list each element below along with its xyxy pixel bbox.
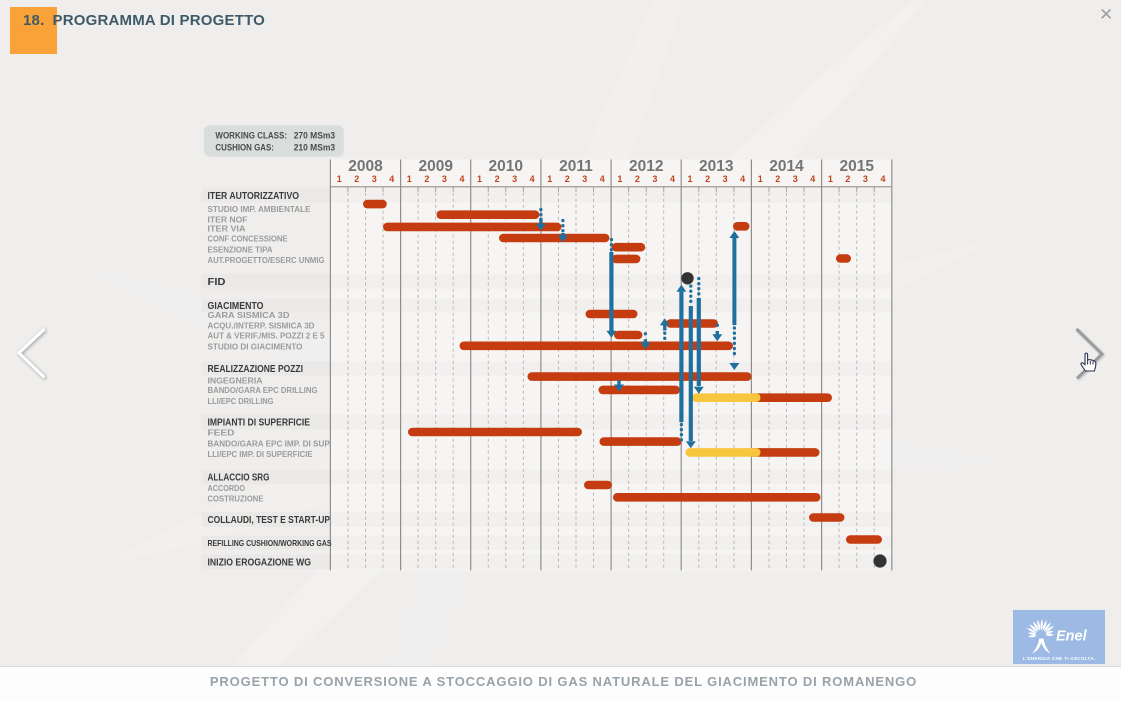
svg-text:FID: FID: [208, 277, 226, 288]
svg-text:2011: 2011: [559, 158, 593, 175]
svg-text:2009: 2009: [418, 158, 453, 175]
svg-text:4: 4: [880, 174, 885, 184]
svg-text:ESENZIONE TIPA: ESENZIONE TIPA: [208, 245, 274, 255]
svg-text:3: 3: [652, 174, 657, 184]
svg-text:2: 2: [775, 174, 780, 184]
svg-text:3: 3: [372, 174, 377, 184]
svg-text:WORKING CLASS:: WORKING CLASS:: [215, 131, 287, 141]
svg-text:1: 1: [617, 174, 622, 184]
svg-text:ACCORDO: ACCORDO: [208, 483, 246, 493]
svg-text:2008: 2008: [348, 158, 383, 175]
svg-text:2: 2: [565, 174, 570, 184]
svg-text:1: 1: [758, 174, 763, 184]
svg-text:3: 3: [512, 174, 517, 184]
svg-text:REFILLING CUSHION/WORKING GAS: REFILLING CUSHION/WORKING GAS: [208, 539, 332, 548]
svg-text:3: 3: [723, 174, 728, 184]
svg-text:1: 1: [337, 174, 342, 184]
svg-text:2: 2: [424, 174, 429, 184]
svg-text:CUSHION GAS:: CUSHION GAS:: [215, 143, 274, 153]
svg-text:2: 2: [705, 174, 710, 184]
svg-text:GARA SISMICA 3D: GARA SISMICA 3D: [208, 310, 290, 320]
svg-text:2012: 2012: [629, 158, 663, 175]
svg-text:2: 2: [495, 174, 500, 184]
svg-text:BANDO/GARA EPC DRILLING: BANDO/GARA EPC DRILLING: [208, 385, 318, 395]
svg-text:STUDIO DI GIACIMENTO: STUDIO DI GIACIMENTO: [208, 342, 303, 352]
svg-text:4: 4: [530, 174, 535, 184]
svg-text:ITER NOF: ITER NOF: [208, 214, 248, 224]
svg-text:CONF CONCESSIONE: CONF CONCESSIONE: [208, 234, 288, 244]
svg-text:1: 1: [547, 174, 552, 184]
svg-text:ACQU./INTERP. SISMICA 3D: ACQU./INTERP. SISMICA 3D: [208, 320, 315, 330]
svg-text:AUT & VERIF./MIS. POZZI 2 E 5: AUT & VERIF./MIS. POZZI 2 E 5: [208, 331, 325, 341]
svg-text:2: 2: [845, 174, 850, 184]
svg-text:4: 4: [740, 174, 745, 184]
svg-text:2015: 2015: [839, 158, 874, 175]
svg-text:REALIZZAZIONE POZZI: REALIZZAZIONE POZZI: [208, 364, 304, 375]
svg-text:3: 3: [863, 174, 868, 184]
svg-text:210 MSm3: 210 MSm3: [294, 143, 336, 153]
svg-text:L'ENERGIA CHE TI ASCOLTA.: L'ENERGIA CHE TI ASCOLTA.: [1023, 656, 1095, 661]
svg-text:INIZIO EROGAZIONE WG: INIZIO EROGAZIONE WG: [208, 557, 312, 568]
svg-text:270 MSm3: 270 MSm3: [294, 131, 336, 141]
svg-text:LLI/EPC DRILLING: LLI/EPC DRILLING: [208, 396, 274, 406]
svg-text:2: 2: [354, 174, 359, 184]
svg-text:ITER VIA: ITER VIA: [208, 224, 247, 234]
svg-text:3: 3: [793, 174, 798, 184]
svg-text:GIACIMENTO: GIACIMENTO: [208, 301, 264, 312]
svg-text:IMPIANTI DI SUPERFICIE: IMPIANTI DI SUPERFICIE: [208, 418, 311, 429]
svg-text:ALLACCIO SRG: ALLACCIO SRG: [208, 472, 270, 483]
svg-text:2010: 2010: [489, 158, 523, 175]
svg-text:FEED: FEED: [208, 428, 235, 438]
svg-text:COSTRUZIONE: COSTRUZIONE: [208, 493, 264, 503]
svg-text:1: 1: [687, 174, 692, 184]
svg-text:COLLAUDI, TEST E START-UP: COLLAUDI, TEST E START-UP: [208, 515, 331, 526]
svg-text:1: 1: [828, 174, 833, 184]
svg-text:4: 4: [810, 174, 815, 184]
svg-text:1: 1: [407, 174, 412, 184]
svg-text:3: 3: [582, 174, 587, 184]
svg-text:2014: 2014: [769, 158, 804, 175]
svg-text:LLI/EPC IMP. DI SUPERFICIE: LLI/EPC IMP. DI SUPERFICIE: [208, 449, 313, 459]
svg-text:Enel: Enel: [1056, 628, 1088, 644]
svg-text:AUT.PROGETTO/ESERC UNMIG: AUT.PROGETTO/ESERC UNMIG: [208, 255, 325, 265]
svg-text:BANDO/GARA EPC IMP. DI SUP.: BANDO/GARA EPC IMP. DI SUP.: [208, 438, 332, 448]
svg-text:STUDIO IMP. AMBIENTALE: STUDIO IMP. AMBIENTALE: [208, 204, 311, 214]
svg-text:2013: 2013: [699, 158, 734, 175]
svg-text:2: 2: [635, 174, 640, 184]
svg-text:ITER AUTORIZZATIVO: ITER AUTORIZZATIVO: [208, 191, 300, 202]
svg-text:3: 3: [442, 174, 447, 184]
svg-text:4: 4: [670, 174, 675, 184]
svg-text:4: 4: [389, 174, 394, 184]
svg-text:INGEGNERIA: INGEGNERIA: [208, 375, 264, 385]
svg-text:4: 4: [600, 174, 605, 184]
svg-text:4: 4: [459, 174, 464, 184]
svg-text:1: 1: [477, 174, 482, 184]
